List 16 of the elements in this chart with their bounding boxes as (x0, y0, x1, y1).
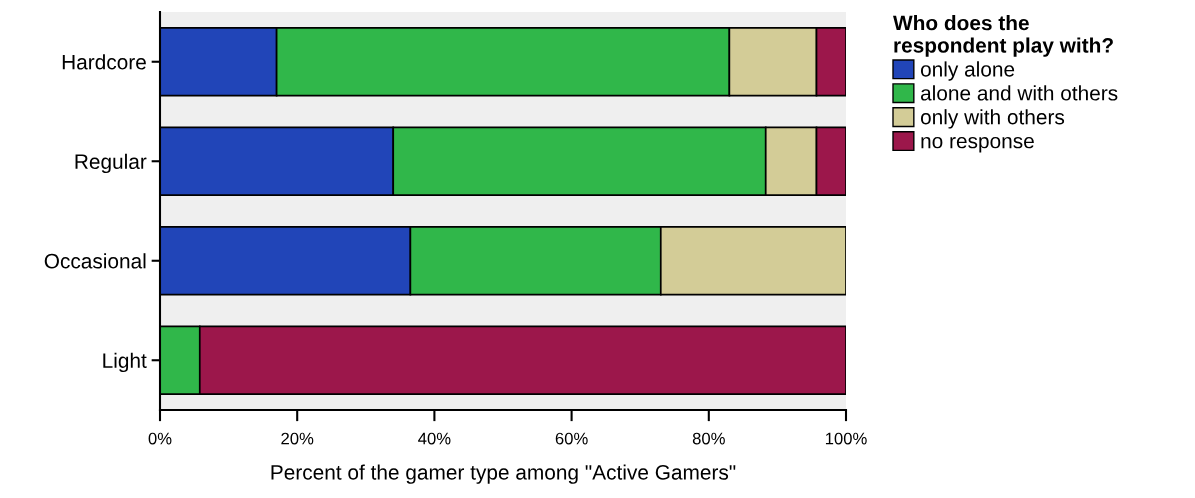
legend-label: only with others (920, 109, 1065, 129)
y-tick-label: Occasional (44, 253, 146, 269)
x-tick-label: 0% (148, 432, 172, 445)
legend-label: no response (921, 136, 1034, 153)
x-tick-label: 100% (825, 432, 867, 445)
legend-label: only alone (920, 61, 1015, 81)
y-tick-label: Regular (75, 153, 147, 174)
x-tick-label: 80% (692, 432, 725, 445)
y-tick-label: Hardcore (62, 54, 146, 70)
y-tick-label: Light (103, 352, 147, 373)
x-tick-label: 20% (281, 432, 314, 445)
x-axis-title: Percent of the gamer type among "Active Gamers" (271, 464, 736, 484)
legend-label: alone and with others (920, 85, 1118, 101)
legend-title: Who does the respondent play with? (893, 15, 1113, 57)
x-tick-label: 60% (555, 432, 588, 445)
x-tick-label: 40% (418, 432, 451, 445)
